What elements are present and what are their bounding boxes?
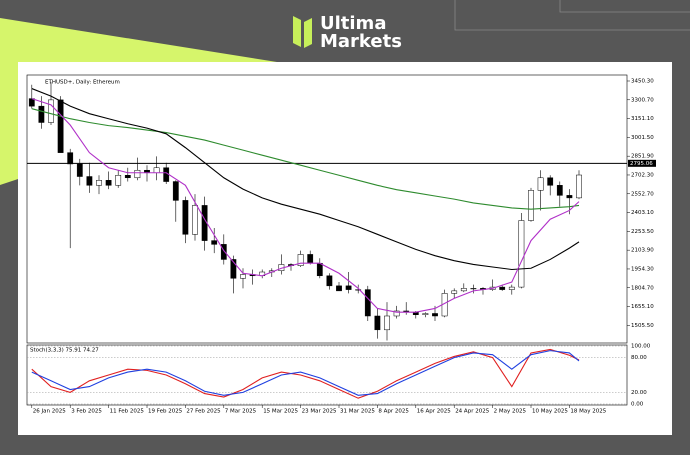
candle-body (374, 315, 381, 331)
y-tick-label: 2702.30 (631, 172, 654, 178)
x-tick-label: 15 Mar 2025 (263, 409, 298, 415)
x-tick-label: 16 Apr 2025 (417, 409, 452, 415)
candle-body (163, 167, 170, 182)
x-tick-label: 7 Mar 2025 (225, 409, 257, 415)
x-tick-label: 23 Mar 2025 (302, 409, 337, 415)
candle-body (537, 177, 544, 191)
y-tick-label: 1804.70 (631, 285, 654, 291)
candle-body (240, 274, 246, 279)
candle-body (57, 99, 64, 153)
y-tick-label: 2403.10 (631, 210, 654, 216)
y-tick-label: 1655.10 (631, 304, 654, 310)
chart-panel (18, 62, 672, 435)
candle-body (355, 289, 362, 291)
y-tick-label: 2552.70 (631, 191, 654, 197)
stoch-tick-label: 20.00 (631, 390, 647, 396)
y-tick-label: 2253.50 (631, 229, 654, 235)
stoch-frame (26, 344, 628, 406)
x-tick-label: 31 Mar 2025 (340, 409, 375, 415)
candle-body (134, 169, 141, 179)
stoch-line (31, 348, 580, 399)
candle-body (528, 190, 534, 221)
y-tick-label: 2103.90 (631, 248, 654, 254)
candle-body (96, 180, 102, 186)
candle-body (336, 285, 342, 292)
candle-body (297, 254, 304, 266)
stoch-line (31, 350, 580, 396)
x-tick-label: 11 Feb 2025 (110, 409, 145, 415)
candle-body (326, 275, 333, 287)
candle-body (499, 286, 506, 290)
moving-average (31, 108, 580, 210)
candle-body (566, 195, 573, 199)
chart-title: ETHUSD+, Daily: Ethereum (45, 80, 120, 86)
plot-frame (26, 74, 628, 344)
y-tick-label: 3001.50 (631, 135, 654, 141)
candle-body (192, 205, 198, 235)
x-tick-label: 19 Feb 2025 (148, 409, 183, 415)
x-tick-label: 24 Apr 2025 (455, 409, 490, 415)
stoch-title: Stoch(3,3,3) 75.91 74.27 (30, 348, 99, 354)
candle-body (230, 259, 237, 279)
candle-body (124, 175, 131, 179)
x-tick-label: 18 May 2025 (570, 409, 606, 415)
candle-body (556, 185, 563, 196)
candle-body (422, 313, 429, 315)
candle-body (576, 174, 582, 199)
candle-body (432, 313, 438, 317)
brand-name: Markets (320, 31, 402, 52)
candle-body (508, 286, 515, 290)
candle-body (76, 163, 83, 177)
level-label: 2795.06 (630, 161, 653, 167)
candle-body (451, 290, 458, 294)
candle-body (518, 220, 525, 288)
stoch-tick-label: 0.00 (631, 402, 644, 408)
candle-body (172, 181, 179, 201)
stoch-tick-label: 80.00 (631, 355, 647, 361)
candle-body (384, 315, 390, 331)
x-tick-label: 8 Apr 2025 (378, 409, 409, 415)
candle-body (547, 177, 554, 186)
candle-body (38, 105, 45, 123)
deco-line (559, 0, 690, 13)
x-tick-label: 26 Jan 2025 (33, 409, 66, 415)
deco-line (454, 0, 690, 31)
candle-body (86, 176, 93, 186)
candle-body (345, 285, 352, 290)
x-tick-label: 3 Feb 2025 (71, 409, 102, 415)
moving-average (31, 88, 580, 271)
y-tick-label: 3450.30 (631, 78, 654, 84)
level-label-box (628, 159, 656, 167)
candle-body (105, 180, 112, 186)
candle-body (211, 240, 218, 245)
x-tick-label: 10 May 2025 (532, 409, 568, 415)
candle-body (393, 310, 400, 317)
candle-body (220, 244, 227, 260)
candle-body (364, 289, 371, 317)
moving-average (31, 98, 580, 313)
y-tick-label: 2851.90 (631, 154, 654, 160)
y-tick-label: 3151.10 (631, 116, 654, 122)
candle-body (470, 288, 477, 290)
logo-icon (293, 16, 312, 48)
candle-body (307, 254, 314, 264)
x-tick-label: 2 May 2025 (494, 409, 527, 415)
candle-body (115, 175, 122, 186)
x-tick-label: 27 Feb 2025 (186, 409, 221, 415)
candle-body (182, 200, 189, 235)
candle-body (67, 152, 74, 165)
y-tick-label: 3300.70 (631, 97, 654, 103)
candle-body (153, 167, 160, 174)
candle-body (48, 99, 54, 123)
stoch-tick-label: 100.00 (631, 344, 651, 350)
candle-body (316, 262, 323, 277)
y-tick-label: 1954.30 (631, 266, 654, 272)
candle-body (460, 288, 467, 292)
y-tick-label: 1505.50 (631, 323, 654, 329)
brand-name: Ultima (320, 13, 386, 34)
